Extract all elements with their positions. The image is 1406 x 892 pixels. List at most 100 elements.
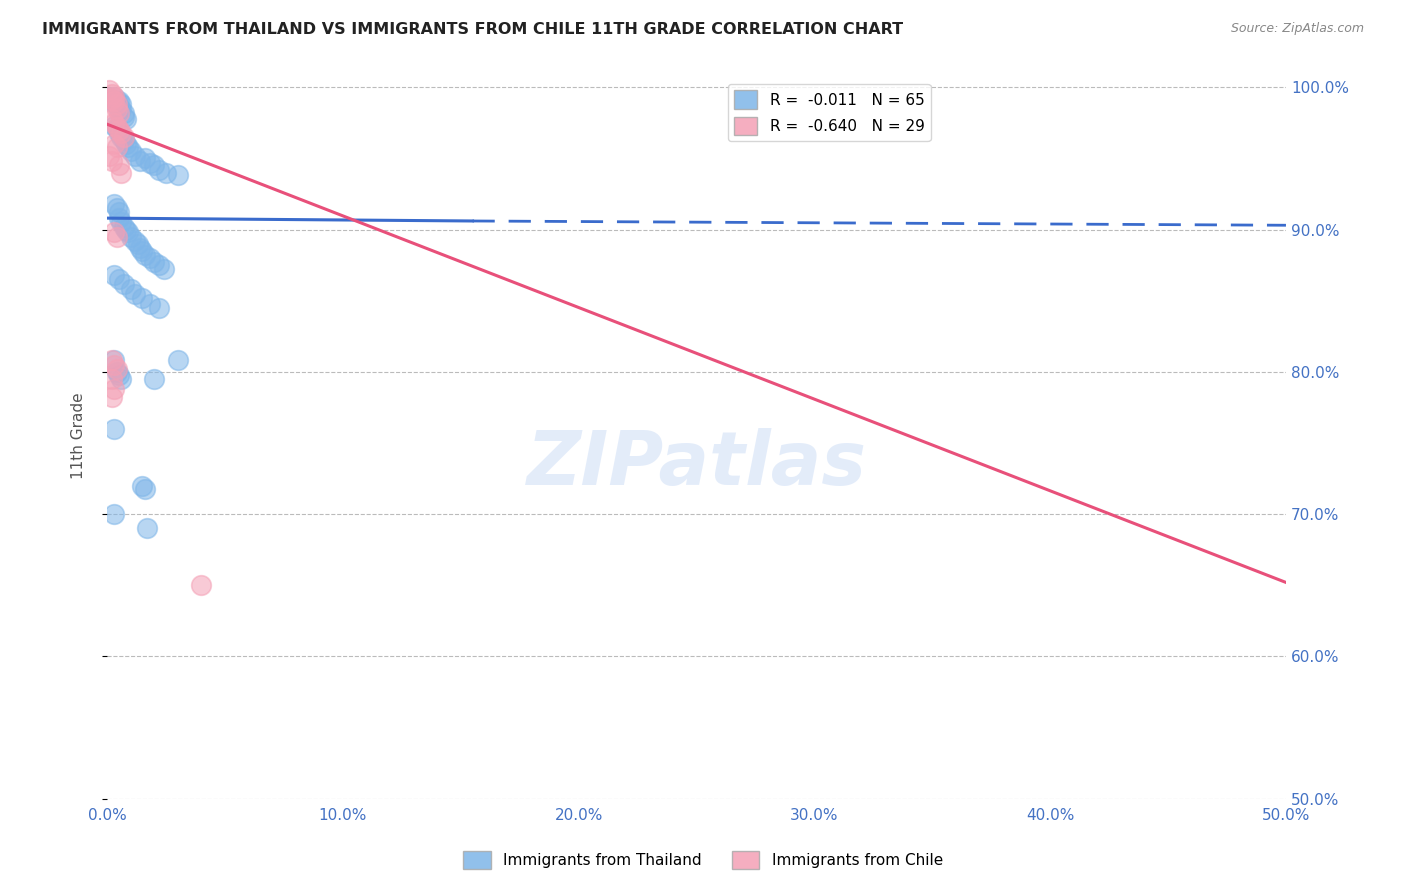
Point <box>131 244 153 258</box>
Point <box>108 368 131 382</box>
Point <box>117 140 139 154</box>
Point <box>148 258 170 272</box>
Point <box>117 226 139 240</box>
Point <box>101 391 124 405</box>
Point <box>103 95 125 109</box>
Point <box>110 130 132 145</box>
Point <box>101 353 124 368</box>
Point <box>103 507 125 521</box>
Point <box>166 353 188 368</box>
Point <box>120 282 142 296</box>
Point <box>112 105 135 120</box>
Point <box>110 97 132 112</box>
Point <box>103 226 125 240</box>
Text: Source: ZipAtlas.com: Source: ZipAtlas.com <box>1230 22 1364 36</box>
Point <box>110 126 132 140</box>
Point <box>148 301 170 315</box>
Point <box>155 165 177 179</box>
Point <box>103 353 125 368</box>
Point <box>105 229 128 244</box>
Point <box>115 137 138 152</box>
Legend: R =  -0.011   N = 65, R =  -0.640   N = 29: R = -0.011 N = 65, R = -0.640 N = 29 <box>728 84 931 142</box>
Point <box>105 140 128 154</box>
Point <box>112 277 135 291</box>
Point <box>112 219 135 234</box>
Point <box>101 372 124 386</box>
Point <box>143 372 166 386</box>
Point <box>134 152 156 166</box>
Point <box>101 95 124 109</box>
Point <box>108 123 131 137</box>
Point <box>108 272 131 286</box>
Y-axis label: 11th Grade: 11th Grade <box>72 392 86 479</box>
Point <box>110 215 132 229</box>
Point <box>103 382 125 396</box>
Point <box>108 126 131 140</box>
Point <box>120 145 142 159</box>
Point <box>105 97 128 112</box>
Point <box>136 521 159 535</box>
Point <box>98 83 121 97</box>
Point <box>105 102 128 116</box>
Point <box>112 130 135 145</box>
Point <box>108 211 131 226</box>
Point <box>129 154 152 169</box>
Point <box>103 268 125 282</box>
Point <box>131 478 153 492</box>
Point <box>110 372 132 386</box>
Point <box>103 422 125 436</box>
Point <box>143 159 166 173</box>
Point <box>129 241 152 255</box>
Point <box>108 205 131 219</box>
Point <box>124 148 146 162</box>
Point <box>101 87 124 102</box>
Point <box>127 236 149 251</box>
Point <box>131 291 153 305</box>
Point <box>134 482 156 496</box>
Point <box>134 248 156 262</box>
Point <box>103 197 125 211</box>
Point <box>115 112 138 126</box>
Point <box>98 90 121 104</box>
Point <box>101 154 124 169</box>
Point <box>112 110 135 124</box>
Point <box>103 90 125 104</box>
Point <box>120 229 142 244</box>
Point <box>98 148 121 162</box>
Point <box>138 296 160 310</box>
Point <box>105 201 128 215</box>
Point <box>103 90 125 104</box>
Point <box>190 578 212 592</box>
Legend: Immigrants from Thailand, Immigrants from Chile: Immigrants from Thailand, Immigrants fro… <box>457 845 949 875</box>
Point <box>152 262 174 277</box>
Point <box>166 169 188 183</box>
Point <box>105 365 128 379</box>
Point <box>108 95 131 109</box>
Point <box>101 92 124 106</box>
Point <box>110 165 132 179</box>
Point <box>148 162 170 177</box>
Point <box>105 121 128 136</box>
Point <box>115 222 138 236</box>
Point <box>103 358 125 372</box>
Point <box>105 97 128 112</box>
Point <box>108 102 131 116</box>
Point <box>108 159 131 173</box>
Point <box>124 286 146 301</box>
Point <box>138 155 160 169</box>
Point <box>105 95 128 109</box>
Point <box>110 102 132 116</box>
Point <box>108 105 131 120</box>
Point <box>138 251 160 265</box>
Point <box>105 120 128 134</box>
Text: IMMIGRANTS FROM THAILAND VS IMMIGRANTS FROM CHILE 11TH GRADE CORRELATION CHART: IMMIGRANTS FROM THAILAND VS IMMIGRANTS F… <box>42 22 903 37</box>
Point <box>105 362 128 376</box>
Point <box>101 112 124 126</box>
Point <box>103 116 125 130</box>
Point <box>103 119 125 133</box>
Text: ZIPatlas: ZIPatlas <box>526 428 866 501</box>
Point <box>143 255 166 269</box>
Point <box>103 137 125 152</box>
Point <box>124 234 146 248</box>
Point <box>112 133 135 147</box>
